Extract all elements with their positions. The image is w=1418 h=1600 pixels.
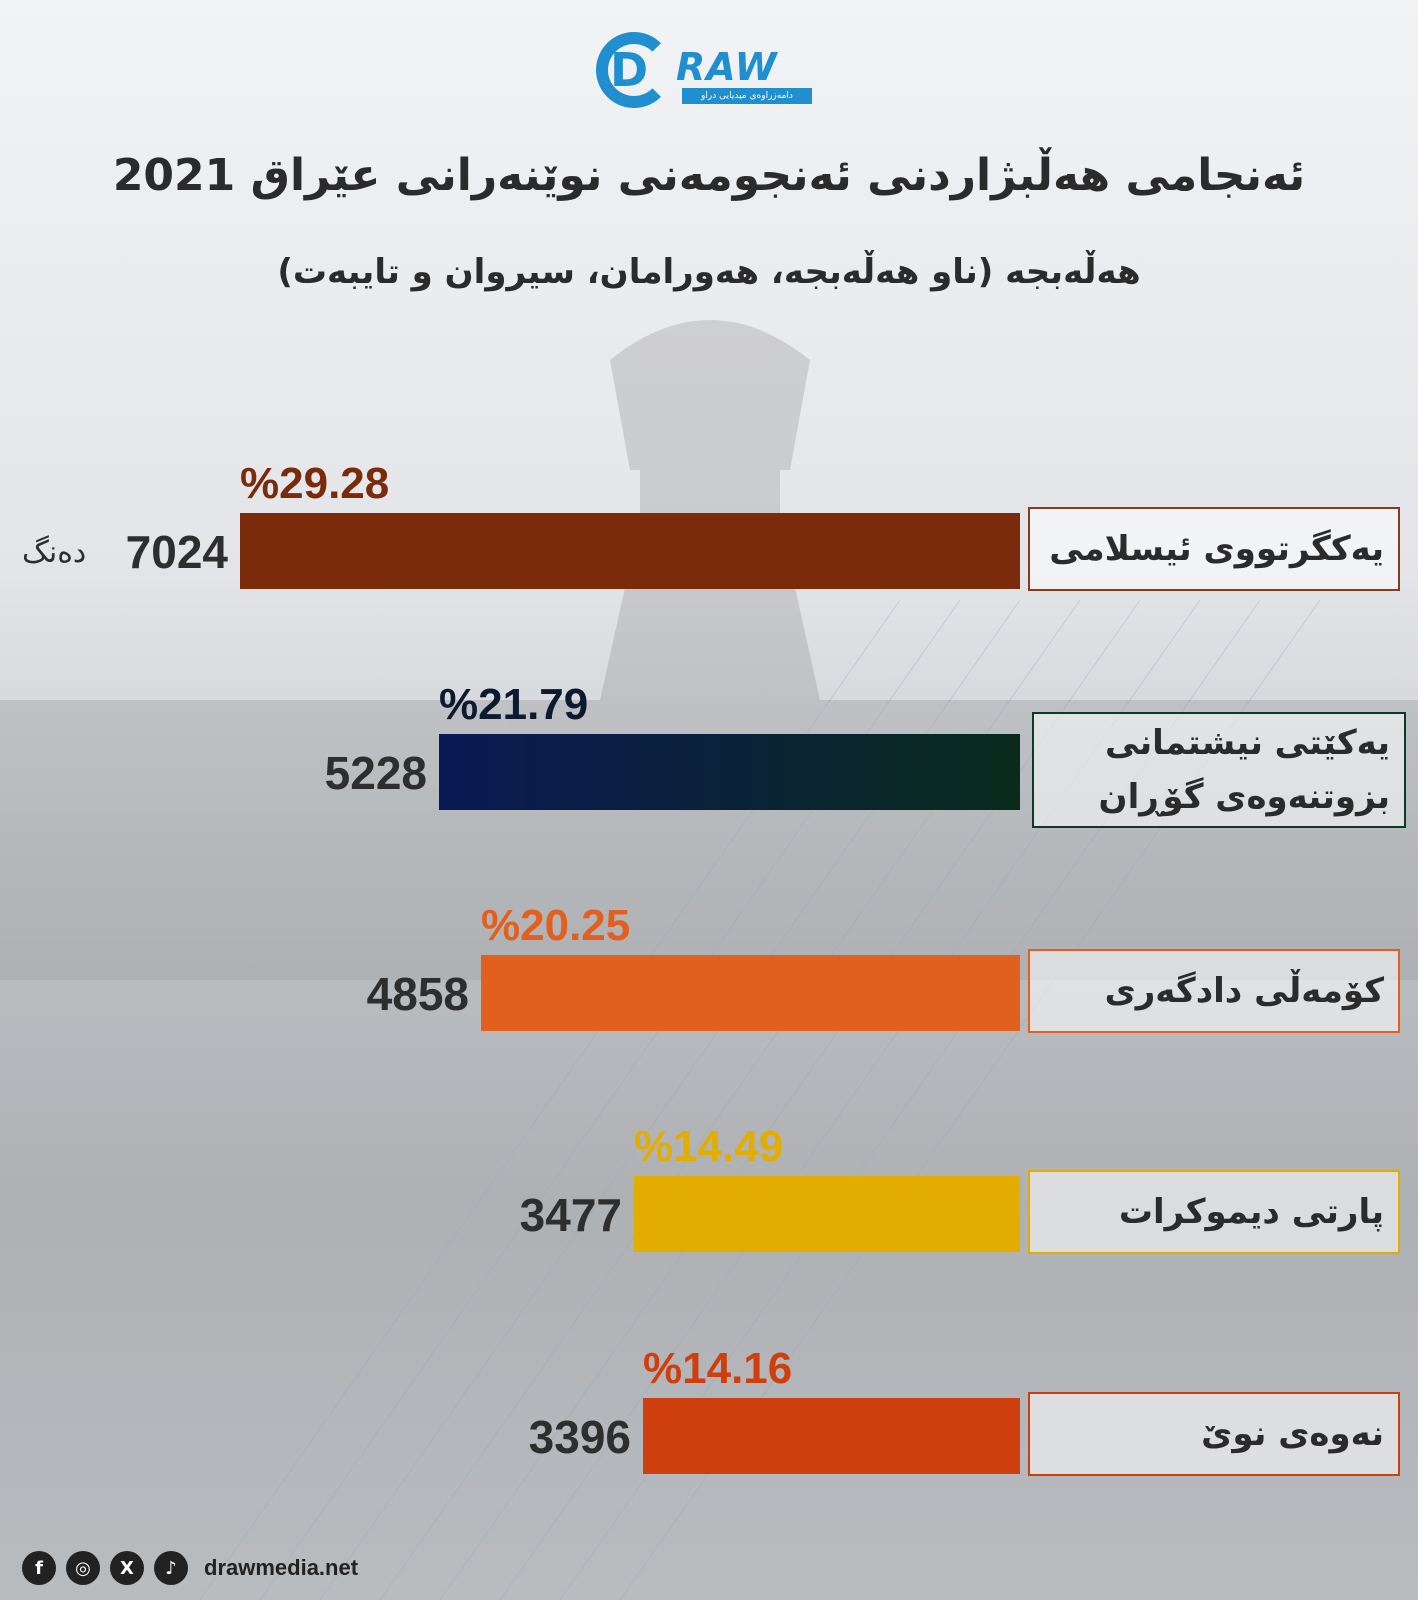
facebook-icon[interactable]: f (22, 1551, 56, 1585)
draw-logo: D RAW دامەزراوەی میدیایی دراو (596, 32, 826, 118)
percent-label-1: %29.28 (240, 459, 390, 508)
party-label-2: یەکێتی نیشتمانی بزوتنەوەی گۆڕان (1032, 712, 1406, 828)
bar-2 (439, 734, 1020, 810)
x-icon[interactable]: X (110, 1551, 144, 1585)
bar-3 (481, 955, 1020, 1031)
bar-4 (634, 1176, 1020, 1252)
page-subtitle: هەڵەبجە (ناو هەڵەبجە، هەورامان، سیروان و… (277, 252, 1141, 292)
vote-unit-label: دەنگ (22, 535, 87, 570)
vote-count-2: 5228 (324, 747, 427, 799)
tiktok-icon[interactable]: ♪ (154, 1551, 188, 1585)
instagram-icon[interactable]: ◎ (66, 1551, 100, 1585)
bar-5 (643, 1398, 1020, 1474)
vote-count-4: 3477 (519, 1189, 622, 1241)
website-link[interactable]: drawmedia.net (204, 1555, 359, 1580)
logo-wordmark: RAW (676, 45, 778, 89)
percent-label-2: %21.79 (439, 680, 589, 729)
party-label-5: نەوەی نوێ (1028, 1392, 1400, 1476)
bar-1 (240, 513, 1020, 589)
vote-count-5: 3396 (528, 1411, 631, 1463)
vote-count-1: 7024 (125, 526, 228, 578)
logo-tagline: دامەزراوەی میدیایی دراو (682, 88, 812, 104)
logo-letter: D (610, 43, 649, 97)
party-label-4: پارتی دیموکرات (1028, 1170, 1400, 1254)
party-label-3: کۆمەڵی دادگەری (1028, 949, 1400, 1033)
percent-label-4: %14.49 (634, 1122, 784, 1171)
percent-label-3: %20.25 (481, 901, 631, 950)
social-links: f ◎ X ♪ (22, 1551, 188, 1585)
percent-label-5: %14.16 (643, 1344, 793, 1393)
party-label-1: یەکگرتووی ئیسلامی (1028, 507, 1400, 591)
page-title: ئەنجامی هەڵبژاردنی ئەنجومەنی نوێنەرانی ع… (112, 150, 1306, 201)
footer: f ◎ X ♪ drawmedia.net (22, 1548, 358, 1588)
vote-count-3: 4858 (366, 968, 469, 1020)
